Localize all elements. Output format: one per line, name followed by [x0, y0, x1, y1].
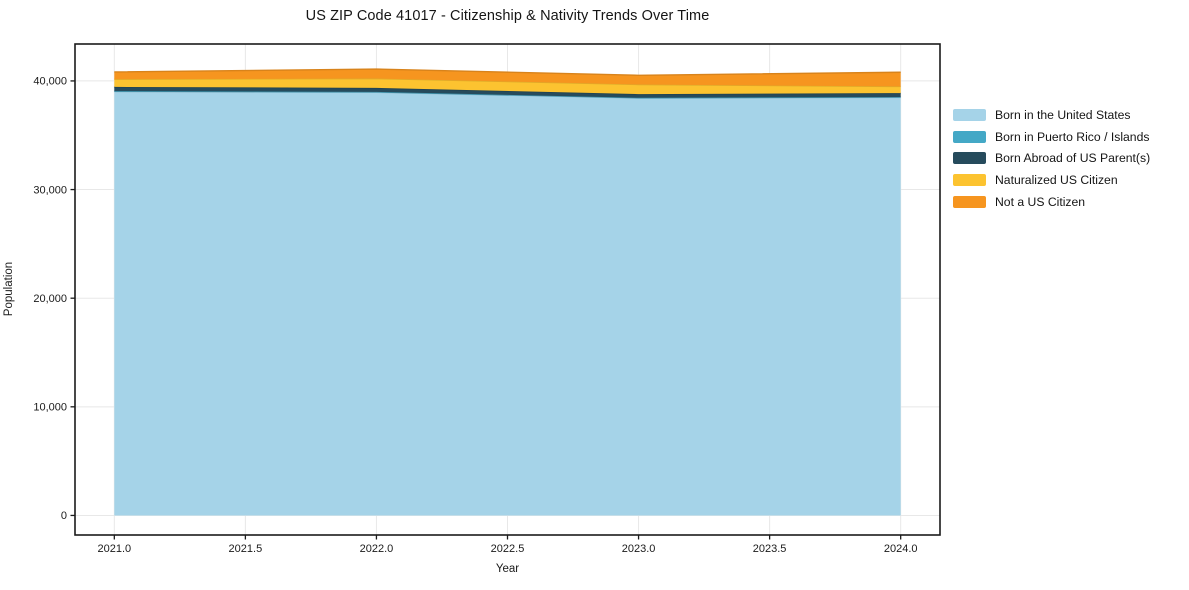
x-tick-label: 2023.5 — [753, 543, 787, 555]
legend-swatch — [953, 108, 986, 121]
legend-item-label: Not a US Citizen — [995, 194, 1086, 209]
legend-item-label: Naturalized US Citizen — [995, 172, 1118, 187]
legend-item: Naturalized US Citizen — [953, 169, 1150, 191]
area-band — [114, 78, 901, 95]
legend-item: Born in Puerto Rico / Islands — [953, 126, 1150, 148]
area-band — [114, 86, 901, 98]
x-tick-label: 2024.0 — [884, 543, 918, 555]
y-tick-label: 10,000 — [33, 402, 67, 414]
legend-item: Born in the United States — [953, 104, 1150, 126]
x-tick-label: 2023.0 — [622, 543, 656, 555]
x-tick-label: 2021.0 — [97, 543, 131, 555]
y-tick-label: 30,000 — [33, 184, 67, 196]
legend-swatch — [953, 130, 986, 143]
x-tick-label: 2022.0 — [360, 543, 394, 555]
legend-item: Born Abroad of US Parent(s) — [953, 147, 1150, 169]
y-tick-label: 40,000 — [33, 76, 67, 88]
x-axis-label: Year — [495, 563, 520, 575]
y-tick-label: 20,000 — [33, 293, 67, 305]
x-tick-label: 2021.5 — [229, 543, 263, 555]
legend-swatch — [953, 173, 986, 186]
area-band — [114, 91, 901, 516]
legend-swatch — [953, 195, 986, 208]
area-band-edge — [114, 68, 901, 76]
legend-item-label: Born in Puerto Rico / Islands — [995, 129, 1150, 144]
y-tick-label: 0 — [61, 510, 67, 522]
chart-title: US ZIP Code 41017 - Citizenship & Nativi… — [305, 8, 710, 24]
legend-item-label: Born Abroad of US Parent(s) — [995, 151, 1151, 166]
legend: Born in the United States Born in Puerto … — [953, 104, 1150, 212]
area-band — [114, 69, 901, 87]
legend-swatch — [953, 152, 986, 165]
legend-item: Not a US Citizen — [953, 191, 1150, 213]
x-tick-label: 2022.5 — [491, 543, 525, 555]
legend-item-label: Born in the United States — [995, 107, 1131, 122]
